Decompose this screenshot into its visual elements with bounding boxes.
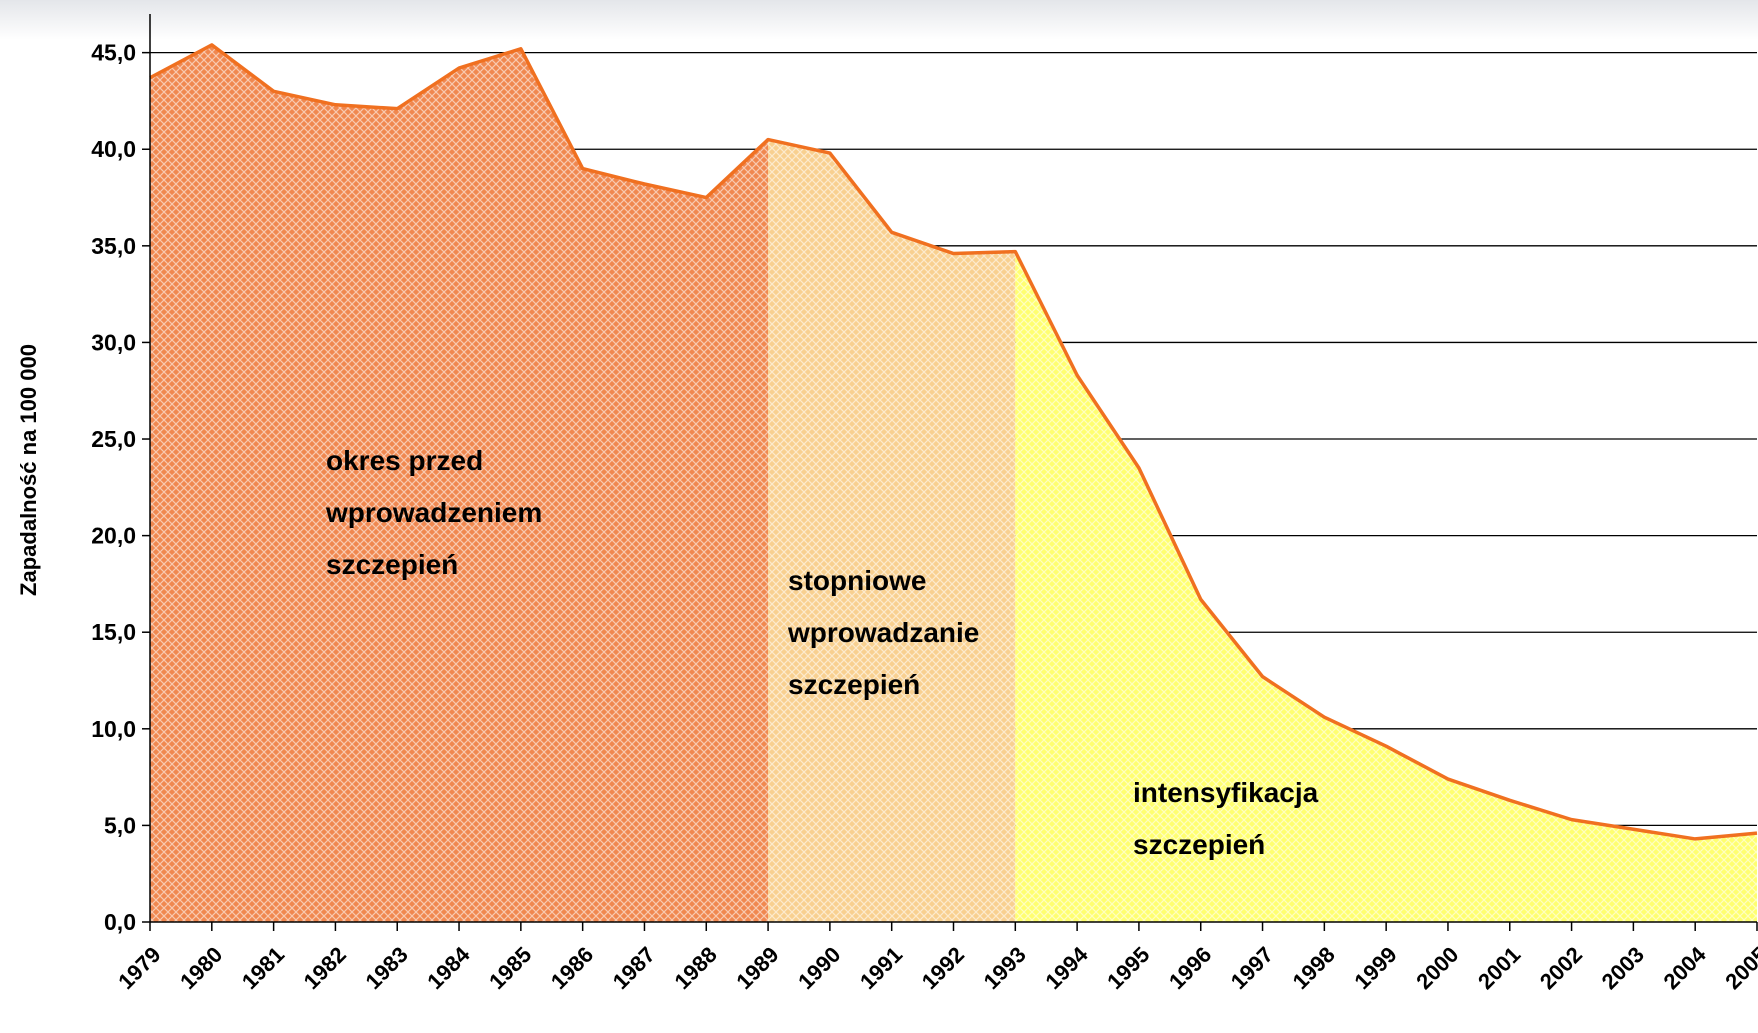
x-tick-label: 1979 bbox=[113, 942, 165, 994]
x-tick-label: 1982 bbox=[299, 942, 351, 994]
y-tick-label: 25,0 bbox=[91, 426, 136, 452]
x-tick-label: 1991 bbox=[855, 942, 907, 994]
y-tick-label: 45,0 bbox=[91, 40, 136, 66]
x-tick-label: 1981 bbox=[237, 942, 289, 994]
x-tick-label: 1980 bbox=[175, 942, 227, 994]
x-tick-label: 1988 bbox=[670, 942, 722, 994]
x-tick-label: 1999 bbox=[1349, 942, 1401, 994]
period-label: stopniowe bbox=[788, 565, 926, 596]
period-label: szczepień bbox=[1133, 829, 1265, 860]
period-band bbox=[1015, 44, 1757, 922]
x-tick-label: 2003 bbox=[1597, 942, 1649, 994]
x-tick-label: 1983 bbox=[360, 942, 412, 994]
x-tick-label: 1987 bbox=[608, 942, 660, 994]
x-tick-label: 1997 bbox=[1226, 942, 1278, 994]
x-tick-label: 1984 bbox=[422, 941, 475, 994]
y-tick-label: 5,0 bbox=[104, 812, 136, 838]
x-tick-label: 1990 bbox=[793, 942, 845, 994]
x-tick-label: 1994 bbox=[1040, 941, 1093, 994]
x-tick-label: 1989 bbox=[731, 942, 783, 994]
x-tick-label: 2005 bbox=[1720, 942, 1758, 994]
x-tick-label: 1993 bbox=[979, 942, 1031, 994]
y-tick-label: 40,0 bbox=[91, 136, 136, 162]
y-tick-label: 10,0 bbox=[91, 716, 136, 742]
period-label: intensyfikacja bbox=[1133, 777, 1319, 808]
y-axis-label: Zapadalność na 100 000 bbox=[16, 344, 41, 596]
y-tick-label: 15,0 bbox=[91, 619, 136, 645]
period-label: szczepień bbox=[788, 669, 920, 700]
period-label: wprowadzanie bbox=[787, 617, 979, 648]
x-tick-label: 1996 bbox=[1164, 942, 1216, 994]
y-tick-label: 0,0 bbox=[104, 909, 136, 935]
period-band bbox=[768, 44, 1016, 922]
background bbox=[0, 0, 1758, 40]
period-band bbox=[150, 44, 769, 922]
x-tick-label: 2001 bbox=[1473, 942, 1525, 994]
y-tick-label: 30,0 bbox=[91, 329, 136, 355]
period-label: wprowadzeniem bbox=[325, 497, 542, 528]
period-label: okres przed bbox=[326, 445, 483, 476]
x-tick-label: 1992 bbox=[917, 942, 969, 994]
area-line bbox=[149, 43, 1758, 841]
y-tick-label: 20,0 bbox=[91, 523, 136, 549]
period-label: szczepień bbox=[326, 549, 458, 580]
y-tick-label: 35,0 bbox=[91, 233, 136, 259]
x-tick-label: 2000 bbox=[1411, 942, 1463, 994]
x-tick-label: 2002 bbox=[1535, 942, 1587, 994]
x-tick-label: 1985 bbox=[484, 942, 536, 994]
x-tick-label: 1995 bbox=[1102, 942, 1154, 994]
x-tick-label: 1986 bbox=[546, 942, 598, 994]
x-tick-label: 2004 bbox=[1658, 941, 1711, 994]
x-tick-label: 1998 bbox=[1288, 942, 1340, 994]
